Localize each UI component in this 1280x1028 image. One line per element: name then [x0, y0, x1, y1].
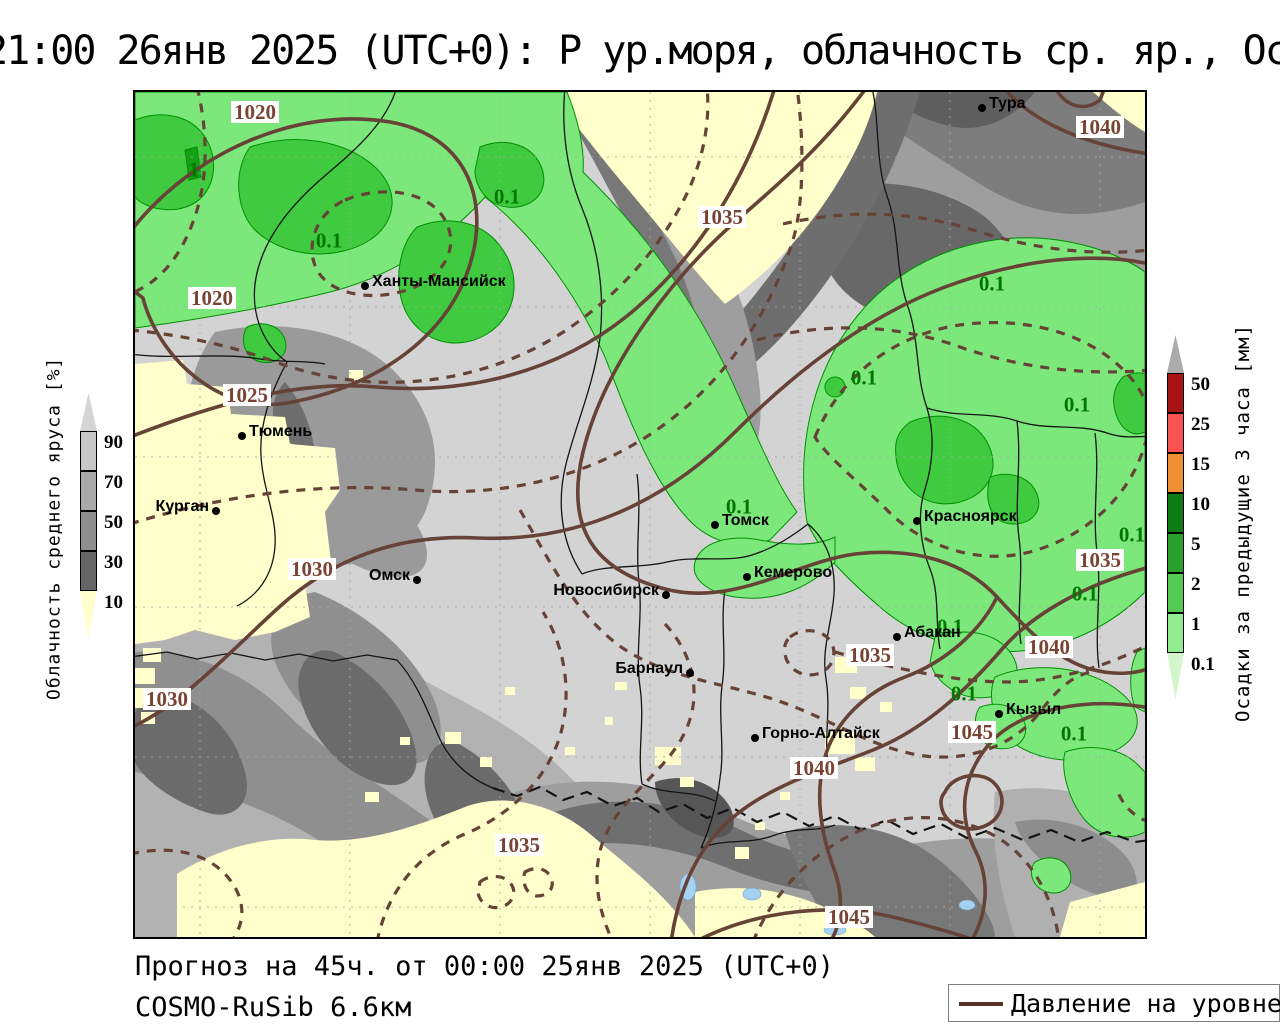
colorbar-tick: 90 — [104, 432, 123, 453]
colorbar-arrow-up — [1167, 335, 1184, 373]
colorbar-tick: 15 — [1191, 454, 1210, 475]
colorbar-segment — [1167, 493, 1184, 533]
country-border-dashed — [492, 785, 1145, 844]
isobar-lines-solid — [135, 92, 1145, 937]
pressure-legend: Давление на уровне моря — [948, 984, 1280, 1022]
forecast-footer: Прогноз на 45ч. от 00:00 25янв 2025 (UTC… — [135, 946, 834, 1028]
graticule — [135, 92, 1145, 937]
colorbar-tick: 30 — [104, 552, 123, 573]
colorbar-segment — [1167, 573, 1184, 613]
precipitation-areas — [135, 92, 1145, 894]
colorbar-segment — [1167, 533, 1184, 573]
precipitation-colorbar: 50 25 15 10 5 2 1 0.1 — [1167, 335, 1227, 745]
forecast-init-line: Прогноз на 45ч. от 00:00 25янв 2025 (UTC… — [135, 951, 834, 982]
colorbar-segment — [1167, 373, 1184, 413]
colorbar-segment — [80, 511, 97, 551]
colorbar-segment — [1167, 613, 1184, 653]
colorbar-arrow-up — [80, 393, 97, 431]
colorbar-tick: 2 — [1191, 574, 1201, 595]
colorbar-segment — [80, 431, 97, 471]
colorbar-tick: 50 — [1191, 374, 1210, 395]
colorbar-tick: 10 — [1191, 494, 1210, 515]
colorbar-segment — [1167, 413, 1184, 453]
map-canvas — [135, 92, 1145, 937]
right-colorbar-title: Осадки за предыдущие 3 часа [мм] — [1232, 323, 1254, 722]
colorbar-tick: 1 — [1191, 614, 1201, 635]
cloudiness-colorbar: 90 70 50 30 10 — [80, 393, 140, 683]
weather-map: 0.1 0.1 1 0.1 0.1 0.1 0.1 0.1 0.1 0.1 0.1 0.1 1020 1… — [133, 90, 1147, 939]
legend-label: Давление на уровне моря — [1011, 989, 1280, 1018]
page-title: 21:00 26янв 2025 (UTC+0): P ур.моря, обл… — [0, 28, 1280, 74]
colorbar-arrow-down — [80, 591, 97, 637]
colorbar-tick: 70 — [104, 472, 123, 493]
isobar-line-sample — [959, 1002, 1003, 1006]
colorbar-segment — [80, 551, 97, 591]
colorbar-tick: 0.1 — [1191, 654, 1215, 675]
colorbar-tick: 25 — [1191, 414, 1210, 435]
colorbar-tick: 50 — [104, 512, 123, 533]
colorbar-arrow-down — [1167, 653, 1184, 699]
colorbar-segment — [80, 471, 97, 511]
colorbar-tick: 5 — [1191, 534, 1201, 555]
colorbar-segment — [1167, 453, 1184, 493]
lakes — [679, 873, 976, 936]
model-name-line: COSMO-RuSib 6.6км — [135, 992, 412, 1023]
left-colorbar-title: Облачность среднего яруса [%] — [43, 356, 65, 700]
colorbar-tick: 10 — [104, 592, 123, 613]
